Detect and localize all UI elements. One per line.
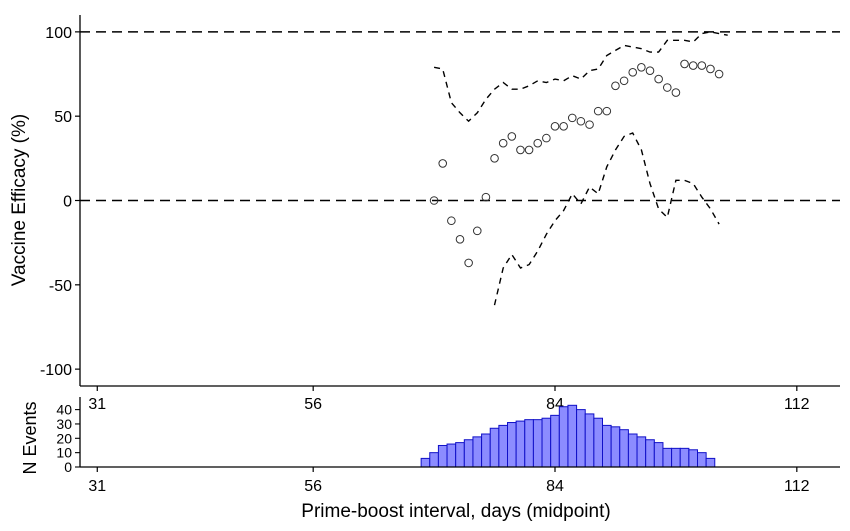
efficacy-point [559, 122, 568, 131]
efficacy-y-tick-label: -100 [40, 362, 72, 379]
efficacy-x-tick-label: 112 [784, 396, 810, 413]
efficacy-point [481, 192, 491, 202]
events-bar [567, 404, 578, 468]
events-x-tick-label: 31 [88, 478, 106, 495]
efficacy-point [516, 145, 525, 155]
efficacy-point [619, 76, 629, 86]
events-bar [671, 447, 681, 468]
efficacy-point [464, 258, 473, 268]
events-bar [705, 457, 716, 468]
efficacy-point [654, 74, 663, 84]
efficacy-point [533, 138, 543, 148]
events-bar [550, 414, 560, 468]
efficacy-point [429, 196, 439, 205]
events-bar [558, 406, 569, 468]
events-y-tick-label: 20 [56, 430, 72, 446]
efficacy-point [697, 61, 707, 70]
events-bar [524, 419, 534, 468]
events-bar [653, 442, 664, 468]
efficacy-point [671, 88, 681, 97]
events-bar [489, 427, 500, 468]
events-bar [472, 436, 483, 468]
efficacy-point [714, 69, 724, 79]
efficacy-point [447, 216, 456, 226]
events-bar [688, 449, 699, 468]
events-bar [498, 424, 509, 468]
events-y-tick-label: 40 [56, 402, 72, 418]
efficacy-point [645, 66, 655, 75]
events-bar [429, 452, 439, 468]
efficacy-point [680, 59, 689, 69]
events-bar [446, 443, 457, 468]
efficacy-point [542, 133, 551, 143]
events-bar [463, 439, 474, 468]
events-bar [627, 433, 638, 468]
efficacy-y-axis-label: Vaccine Efficacy (%) [9, 114, 30, 286]
events-x-tick-label: 84 [546, 478, 564, 495]
events-y-tick-label: 0 [64, 459, 72, 475]
efficacy-x-tick-label: 31 [88, 396, 106, 413]
events-bar [679, 447, 690, 468]
confidence-bound-line [433, 31, 728, 123]
efficacy-point [637, 62, 646, 72]
events-bar [584, 413, 595, 468]
efficacy-point [524, 145, 534, 155]
events-bar [532, 419, 543, 468]
efficacy-point [490, 154, 499, 163]
events-bar [541, 417, 552, 468]
efficacy-point [688, 61, 698, 70]
efficacy-point [550, 122, 560, 131]
efficacy-point [593, 106, 603, 116]
x-axis-title: Prime-boost interval, days (midpoint) [301, 501, 610, 522]
efficacy-point [602, 106, 612, 116]
efficacy-point [567, 113, 577, 123]
efficacy-point [576, 116, 586, 126]
efficacy-point [498, 138, 508, 148]
events-y-axis-label: N Events [20, 401, 40, 474]
events-bar [619, 429, 629, 468]
events-bar [515, 420, 526, 468]
events-bar [645, 439, 655, 468]
efficacy-y-tick-label: 100 [45, 25, 72, 42]
events-bar [437, 444, 448, 468]
efficacy-y-tick-label: 0 [63, 194, 72, 211]
efficacy-point [662, 83, 672, 92]
efficacy-point [706, 64, 715, 74]
efficacy-point [472, 226, 482, 236]
events-y-tick-label: 10 [56, 445, 72, 461]
efficacy-y-tick-label: -50 [49, 278, 72, 295]
efficacy-point [585, 120, 594, 129]
events-bar [455, 442, 465, 468]
events-bar [662, 447, 673, 468]
events-bar [610, 426, 621, 468]
efficacy-point [438, 159, 448, 168]
events-bar [481, 433, 491, 468]
events-bar [576, 409, 586, 468]
efficacy-y-tick-label: 50 [54, 109, 72, 126]
events-x-tick-label: 112 [784, 478, 810, 495]
efficacy-x-tick-label: 56 [304, 396, 322, 413]
events-bar [602, 424, 612, 468]
events-bar [507, 422, 517, 468]
efficacy-point [628, 68, 638, 77]
efficacy-point [455, 234, 465, 244]
events-x-tick-label: 56 [304, 478, 322, 495]
events-bar [420, 457, 431, 468]
confidence-bound-line [493, 132, 720, 306]
efficacy-point [611, 81, 620, 91]
efficacy-point [507, 132, 517, 141]
events-y-tick-label: 30 [56, 416, 72, 432]
events-bar [593, 417, 604, 468]
events-bar [697, 452, 707, 468]
events-bar [636, 436, 647, 468]
